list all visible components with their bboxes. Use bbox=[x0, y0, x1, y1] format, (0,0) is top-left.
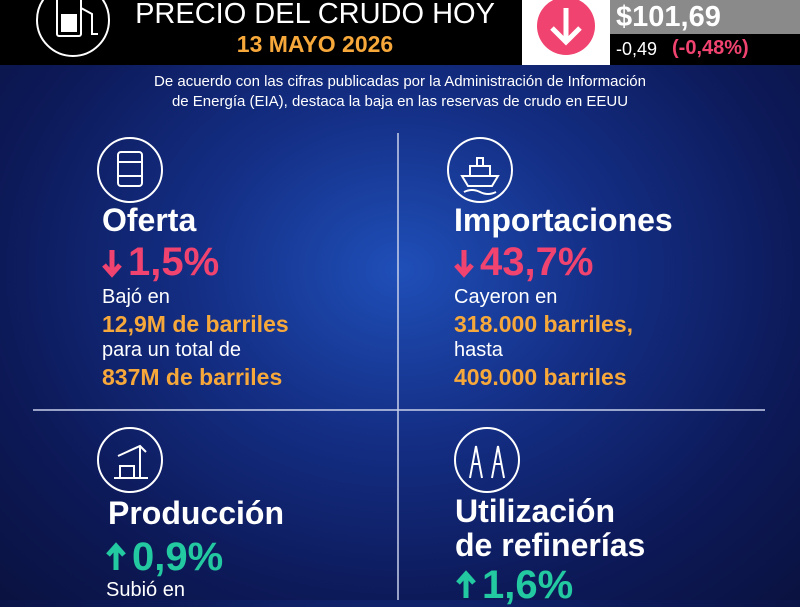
price: $101,69 bbox=[616, 1, 721, 33]
panel-title: Producción bbox=[108, 495, 285, 531]
date: 13 MAYO 2026 bbox=[236, 31, 394, 57]
panel-change: 43,7% bbox=[480, 240, 594, 284]
text-line: hasta bbox=[454, 339, 503, 361]
intro-line: De acuerdo con las cifras publicadas por… bbox=[154, 73, 646, 90]
panel-title: Importaciones bbox=[454, 202, 673, 238]
panel-text: Bajó en 12,9M de barriles para un total … bbox=[102, 284, 289, 390]
panel-title: de refinerías bbox=[455, 527, 646, 563]
panel-change: 0,9% bbox=[132, 535, 224, 579]
price-change: -0,49 bbox=[616, 39, 658, 59]
text-line: 409.000 barriles bbox=[454, 363, 627, 390]
panel-change: 1,5% bbox=[128, 240, 220, 284]
price-change-pct: (-0,48%) bbox=[672, 37, 749, 59]
intro-line: de Energía (EIA), destaca la baja en las… bbox=[171, 93, 629, 110]
text-line: 318.000 barriles, bbox=[454, 310, 634, 337]
text-line: 12,9M de barriles bbox=[102, 310, 289, 337]
panel-text: Cayeron en 318.000 barriles, hasta 409.0… bbox=[454, 284, 633, 390]
panel-title: Utilización bbox=[455, 493, 616, 529]
panel-change: 1,6% bbox=[482, 563, 574, 607]
intro: De acuerdo con las cifras publicadas por… bbox=[0, 72, 800, 112]
panel-title: Oferta bbox=[102, 202, 197, 238]
text-line: Cayeron en bbox=[454, 286, 558, 308]
text-line: Subió en bbox=[106, 579, 185, 601]
text-line: 837M de barriles bbox=[102, 363, 283, 390]
title: PRECIO DEL CRUDO HOY bbox=[135, 0, 495, 30]
text-line: para un total de bbox=[102, 339, 241, 361]
text-line: Bajó en bbox=[102, 286, 170, 308]
